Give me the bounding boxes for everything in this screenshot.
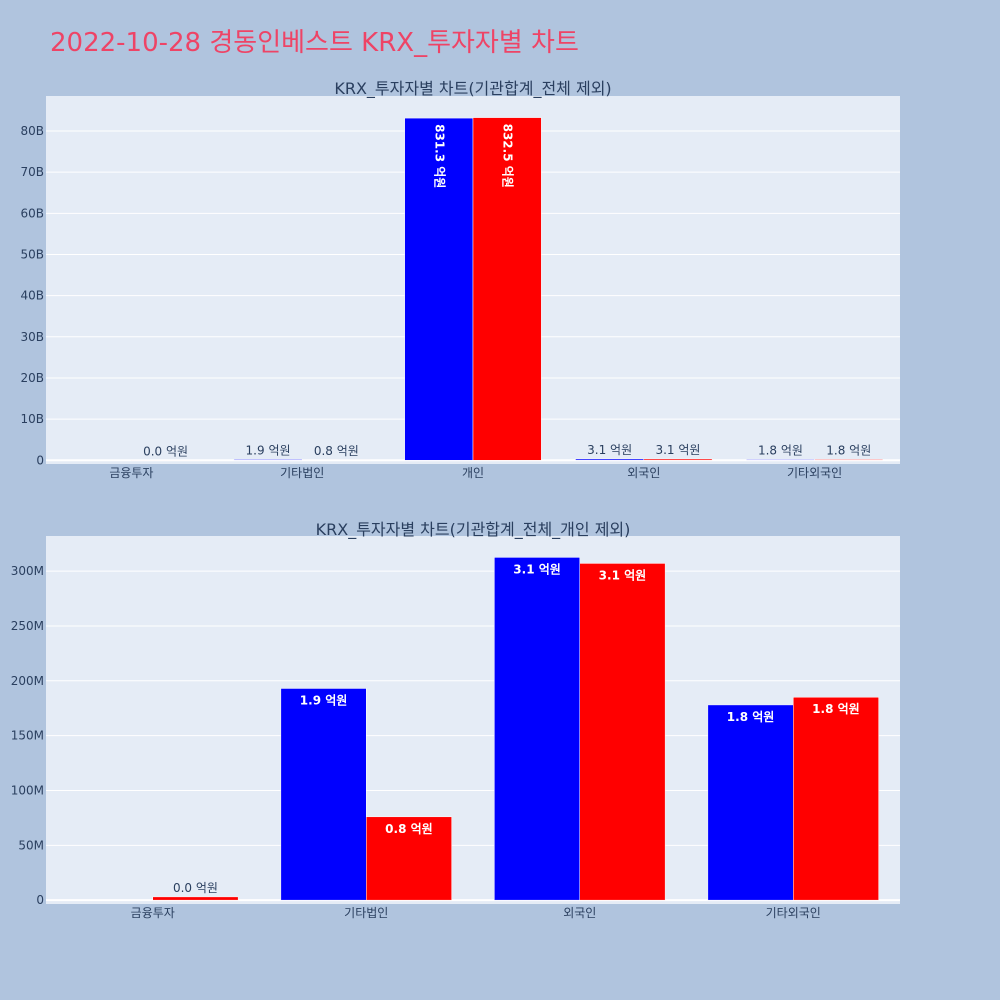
bar-red [793, 696, 879, 901]
data-label: 1.9 억원 [246, 444, 291, 458]
y-tick-label: 20B [20, 371, 44, 385]
data-label: 1.9 억원 [300, 693, 348, 707]
bar-blue [575, 458, 645, 461]
x-tick-label: 금융투자 [109, 466, 153, 480]
y-tick-label: 10B [20, 412, 44, 426]
y-tick-label: 50M [18, 838, 44, 852]
bar-red [814, 459, 884, 461]
y-tick-label: 30B [20, 330, 44, 344]
page-title: 2022-10-28 경동인베스트 KRX_투자자별 차트 [50, 28, 579, 58]
bar-blue [494, 557, 581, 901]
data-label: 1.8 억원 [812, 702, 860, 716]
data-label: 0.8 억원 [314, 444, 359, 458]
x-tick-label: 기타외국인 [787, 466, 842, 480]
data-label: 1.8 억원 [727, 710, 775, 724]
y-tick-label: 100M [11, 783, 44, 797]
x-tick-label: 금융투자 [131, 906, 175, 920]
bar-red [579, 563, 666, 901]
data-label: 3.1 억원 [513, 562, 561, 576]
y-tick-label: 200M [11, 674, 44, 688]
x-tick-label: 외국인 [627, 466, 660, 480]
x-tick-label: 기타법인 [280, 466, 324, 480]
data-label: 1.8 억원 [758, 444, 803, 458]
y-tick-label: 50B [20, 247, 44, 261]
y-tick-label: 70B [20, 165, 44, 179]
y-tick-label: 300M [11, 564, 44, 578]
data-label: 0.8 억원 [385, 822, 433, 836]
bar-blue [280, 688, 367, 901]
y-tick-label: 40B [20, 289, 44, 303]
y-tick-label: 150M [11, 729, 44, 743]
data-label: 832.5 억원 [501, 124, 515, 188]
y-tick-label: 250M [11, 619, 44, 633]
x-tick-label: 외국인 [563, 906, 596, 920]
bar-red [472, 117, 542, 461]
data-label: 1.8 억원 [826, 444, 871, 458]
x-tick-label: 기타외국인 [766, 906, 821, 920]
bar-blue [404, 117, 474, 461]
y-tick-label: 80B [20, 124, 44, 138]
x-tick-label: 개인 [462, 466, 484, 480]
y-tick-label: 60B [20, 206, 44, 220]
x-tick-label: 기타법인 [344, 906, 388, 920]
bar-red [152, 896, 239, 901]
bar-red [643, 458, 713, 461]
y-tick-label: 0 [36, 893, 44, 907]
y-tick-label: 0 [36, 453, 44, 467]
bar-blue [707, 704, 794, 901]
data-label: 831.3 억원 [432, 124, 446, 188]
data-label: 3.1 억원 [599, 568, 647, 582]
data-label: 0.0 억원 [143, 444, 188, 458]
data-label: 3.1 억원 [655, 443, 700, 457]
chart-title-2: KRX_투자자별 차트(기관합계_전체_개인 제외) [316, 520, 631, 540]
bar-blue [746, 459, 815, 461]
bar-red [366, 816, 452, 901]
bar-red [301, 459, 371, 461]
bar-red [131, 460, 200, 462]
data-label: 0.0 억원 [173, 881, 218, 895]
bar-blue [233, 459, 303, 461]
chart-title-1: KRX_투자자별 차트(기관합계_전체 제외) [334, 79, 611, 99]
data-label: 3.1 억원 [587, 443, 632, 457]
